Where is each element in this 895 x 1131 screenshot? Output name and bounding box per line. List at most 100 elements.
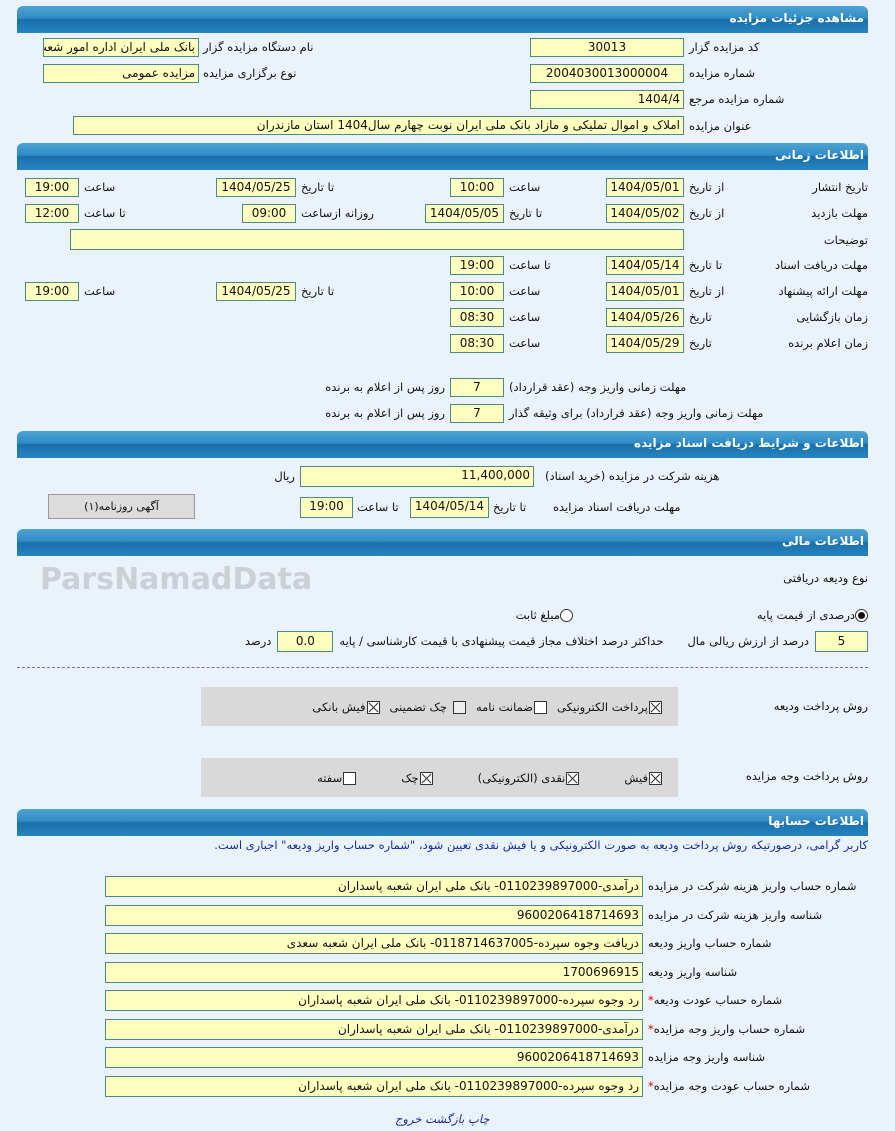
notes-label: توضیحات [823,233,868,247]
docs-to-date-field[interactable]: 1404/05/14 [606,256,684,275]
pay-deadline-guarantor-suffix: روز پس از اعلام به برنده [325,406,445,420]
option-label: فیش بانکی [312,699,366,714]
option-label: پرداخت الکترونیکی [557,699,648,714]
section-header-documents: اطلاعات و شرایط دریافت اسناد مزایده [17,431,868,458]
offer-to-date-field[interactable]: 1404/05/25 [216,282,296,301]
newspaper-ad-button[interactable]: آگهی روزنامه(۱) [48,494,195,519]
pay-deadline-guarantor-field[interactable]: 7 [450,404,504,423]
offer-to-time-field[interactable]: 19:00 [25,282,79,301]
account-label: شناسه واریز ودیعه [648,963,737,982]
account-label-text: شماره حساب واریز ودیعه [648,936,772,950]
opening-time-field[interactable]: 08:30 [450,308,504,327]
winner-time-field[interactable]: 08:30 [450,334,504,353]
publish-from-date-field[interactable]: 1404/05/01 [606,178,684,197]
pay-deadline-field[interactable]: 7 [450,378,504,397]
auction-title-label: عنوان مزایده [689,119,752,133]
radio-fixed-button[interactable] [560,609,573,622]
max-diff-field[interactable]: 0.0 [277,631,334,652]
account-label-text: شماره حساب عودت ودیعه [653,993,783,1007]
checkbox[interactable] [566,771,580,785]
section-title: اطلاعات حسابها [768,814,864,828]
visit-until-time-field[interactable]: 12:00 [25,204,79,223]
from-date-label: از تاریخ [689,180,725,194]
account-value-field[interactable]: 9600206418714693 [105,904,643,926]
visit-from-date-field[interactable]: 1404/05/02 [606,204,684,223]
account-value-field[interactable]: درآمدی-0110239897000- بانک ملی ایران شعب… [105,876,643,897]
account-value-field[interactable]: درآمدی-0110239897000- بانک ملی ایران شعب… [105,1018,643,1040]
documents-to-date-field[interactable]: 1404/05/14 [410,497,489,518]
payment-method-promissory[interactable]: سفته [317,771,357,785]
account-value-field[interactable]: دریافت وجوه سپرده-0118714637005- بانک مل… [105,933,643,954]
notes-field[interactable] [70,229,684,250]
watermark: ParsNamadData [40,562,313,597]
reference-number-field[interactable]: 1404/4 [530,90,684,109]
account-value-field[interactable]: 1700696915 [105,961,643,983]
winner-announce-label: زمان اعلام برنده [788,336,868,350]
from-date-label: از تاریخ [689,206,725,220]
from-date-label: از تاریخ [689,284,725,298]
checkbox[interactable] [419,771,433,785]
publish-from-time-field[interactable]: 10:00 [450,178,504,197]
back-link[interactable]: بازگشت [425,1112,465,1126]
required-mark: * [648,1078,654,1093]
print-link[interactable]: چاپ [468,1112,490,1126]
deposit-method-bank-slip[interactable]: فیش بانکی [312,699,380,714]
account-label-text: شناسه واریز وجه مزایده [648,1050,766,1064]
organizer-code-label: کد مزایده گزار [689,40,760,54]
opening-date-field[interactable]: 1404/05/26 [606,308,684,327]
auction-title-field[interactable]: املاک و اموال تملیکی و مازاد بانک ملی ای… [73,116,684,135]
visit-to-date-field[interactable]: 1404/05/05 [425,204,504,223]
document-fee-field[interactable]: 11,400,000 [300,466,534,487]
checkbox[interactable] [343,771,357,785]
section-header-details: مشاهده جزئیات مزایده [17,6,868,33]
to-date-label: تا تاریخ [689,258,723,272]
radio-fixed[interactable]: مبلغ ثابت [516,606,573,625]
required-mark: * [648,993,654,1007]
documents-to-time-field[interactable]: 19:00 [300,497,353,518]
deposit-method-electronic[interactable]: پرداخت الکترونیکی [557,700,662,714]
publish-to-date-field[interactable]: 1404/05/25 [216,178,296,197]
winner-date-field[interactable]: 1404/05/29 [606,334,684,353]
publish-label: تاریخ انتشار [812,180,868,194]
checkbox[interactable] [534,700,548,714]
checkbox[interactable] [366,700,380,714]
pay-deadline-guarantor-label: مهلت زمانی واریز وجه (عقد قرارداد) برای … [509,406,764,420]
radio-percent-label: درصدی از قیمت پایه [756,608,855,622]
organizer-code-field[interactable]: 30013 [530,38,684,57]
deposit-method-guarantee[interactable]: ضمانت نامه [476,700,548,714]
deposit-type-label: نوع ودیعه دریافتی [783,571,868,585]
deposit-method-cheque[interactable]: چک تضمینی [390,700,466,714]
radio-percent-button[interactable] [855,609,868,622]
to-date-label: تا تاریخ [301,180,335,194]
time-label: ساعت [509,284,541,298]
account-label-text: شناسه واریز هزینه شرکت در مزایده [648,907,823,922]
account-label-text: شماره حساب عودت وجه مزایده [653,1078,810,1093]
offer-from-time-field[interactable]: 10:00 [450,282,504,301]
checkbox[interactable] [452,700,466,714]
account-label-text: شماره حساب واریز هزینه شرکت در مزایده [648,879,857,893]
payment-methods-label: روش پرداخت وجه مزایده [745,769,868,783]
checkbox[interactable] [649,700,662,714]
payment-method-slip[interactable]: فیش [624,771,662,785]
account-value-field[interactable]: رد وجوه سپرده-0110239897000- بانک ملی ای… [105,1075,643,1097]
account-label-text: شماره حساب واریز وجه مزایده [653,1021,806,1036]
deposit-percent-field[interactable]: 5 [815,631,868,652]
time-label: ساعت [509,310,541,324]
radio-percent[interactable]: درصدی از قیمت پایه [757,606,868,625]
account-value-field[interactable]: 9600206418714693 [105,1047,643,1068]
docs-to-time-field[interactable]: 19:00 [450,256,504,275]
organizer-name-field[interactable]: بانک ملی ایران اداره امور شعب [43,38,199,57]
visit-daily-from-field[interactable]: 09:00 [242,204,296,223]
checkbox[interactable] [649,771,662,785]
publish-to-time-field[interactable]: 19:00 [25,178,79,197]
account-label-text: شناسه واریز ودیعه [648,964,738,979]
payment-method-cheque[interactable]: چک [401,771,433,785]
exit-link[interactable]: خروج [395,1112,422,1126]
auction-type-field[interactable]: مزایده عمومی [43,64,199,83]
until-time-label: تا ساعت [357,500,399,514]
auction-number-field[interactable]: 2004030013000004 [530,64,684,83]
offer-from-date-field[interactable]: 1404/05/01 [606,282,684,301]
pay-deadline-suffix: روز پس از اعلام به برنده [325,380,445,394]
account-value-field[interactable]: رد وجوه سپرده-0110239897000- بانک ملی ای… [105,990,643,1011]
payment-method-cash-electronic[interactable]: نقدی (الکترونیکی) [478,771,580,785]
